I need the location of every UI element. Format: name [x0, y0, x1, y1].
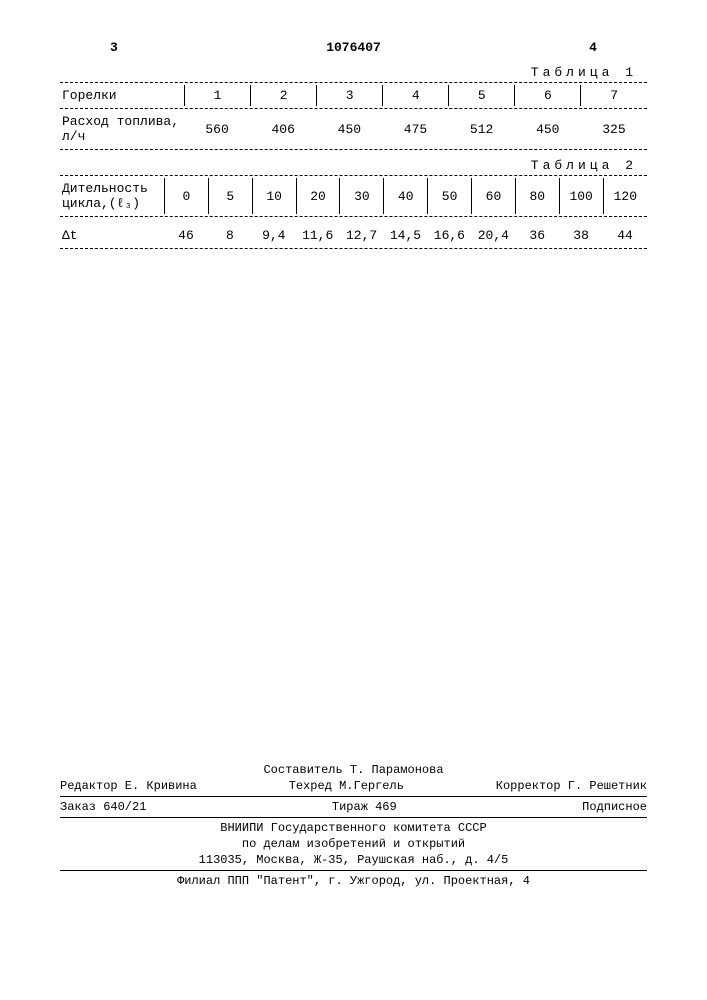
table2-col-8: 80	[515, 178, 559, 214]
table2-data: Δt 46 8 9,4 11,6 12,7 14,5 16,6 20,4 36 …	[60, 225, 647, 246]
table1-col-4: 4	[383, 85, 449, 106]
order-row: Заказ 640/21 Тираж 469 Подписное	[60, 800, 647, 814]
corrector-text: Корректор Г. Решетник	[496, 779, 647, 793]
table2-row-label: Дительность цикла,(ℓ₃)	[60, 178, 165, 214]
techred-text: Техред М.Гергель	[289, 779, 404, 793]
table1-val-1: 560	[184, 111, 250, 147]
table1-data: Расход топлива, л/ч 560 406 450 475 512 …	[60, 111, 647, 147]
table2-val-6: 16,6	[427, 225, 471, 246]
table1-data-label: Расход топлива, л/ч	[60, 111, 184, 147]
table1-row-label: Горелки	[60, 85, 185, 106]
table1-col-7: 7	[581, 85, 647, 106]
table2-col-0: 0	[165, 178, 209, 214]
table1-col-3: 3	[317, 85, 383, 106]
table2-col-1: 5	[208, 178, 252, 214]
table1-val-4: 475	[382, 111, 448, 147]
tirage-text: Тираж 469	[332, 800, 397, 814]
table1: Горелки 1 2 3 4 5 6 7	[60, 85, 647, 106]
org1-text: ВНИИПИ Государственного комитета СССР	[60, 821, 647, 835]
header-left-num: 3	[110, 40, 118, 55]
table1-val-7: 325	[581, 111, 647, 147]
table1-val-3: 450	[316, 111, 382, 147]
table2-col-6: 50	[428, 178, 472, 214]
colophon: Составитель Т. Парамонова Редактор Е. Кр…	[60, 761, 647, 890]
table2-title: Таблица 2	[60, 158, 647, 173]
table2-col-9: 100	[559, 178, 603, 214]
table1-data-row: Расход топлива, л/ч 560 406 450 475 512 …	[60, 111, 647, 147]
table1-title: Таблица 1	[60, 65, 647, 80]
page-header: 3 1076407 4	[60, 40, 647, 55]
table2: Дительность цикла,(ℓ₃) 0 5 10 20 30 40 5…	[60, 178, 647, 214]
table2-val-7: 20,4	[471, 225, 515, 246]
table2-data-label: Δt	[60, 225, 164, 246]
table2-val-9: 38	[559, 225, 603, 246]
table2-val-3: 11,6	[296, 225, 340, 246]
order-text: Заказ 640/21	[60, 800, 146, 814]
address1-text: 113035, Москва, Ж-35, Раушская наб., д. …	[60, 853, 647, 867]
table2-col-10: 120	[603, 178, 647, 214]
credits-row: Редактор Е. Кривина Техред М.Гергель Кор…	[60, 779, 647, 793]
table1-col-1: 1	[185, 85, 251, 106]
table2-val-5: 14,5	[384, 225, 428, 246]
table1-val-2: 406	[250, 111, 316, 147]
table2-col-5: 40	[384, 178, 428, 214]
table2-val-10: 44	[603, 225, 647, 246]
editor-text: Редактор Е. Кривина	[60, 779, 197, 793]
table1-col-5: 5	[449, 85, 515, 106]
branch-text: Филиал ППП "Патент", г. Ужгород, ул. Про…	[60, 874, 647, 888]
compiler-line: Составитель Т. Парамонова	[60, 763, 647, 777]
table2-val-1: 8	[208, 225, 252, 246]
org2-text: по делам изобретений и открытий	[60, 837, 647, 851]
table2-col-7: 60	[472, 178, 516, 214]
table2-val-0: 46	[164, 225, 208, 246]
table2-header-row: Дительность цикла,(ℓ₃) 0 5 10 20 30 40 5…	[60, 178, 647, 214]
table2-col-4: 30	[340, 178, 384, 214]
table2-col-2: 10	[252, 178, 296, 214]
table2-val-4: 12,7	[340, 225, 384, 246]
table1-val-5: 512	[449, 111, 515, 147]
table1-header-row: Горелки 1 2 3 4 5 6 7	[60, 85, 647, 106]
table1-col-6: 6	[515, 85, 581, 106]
header-right-num: 4	[589, 40, 597, 55]
table2-data-row: Δt 46 8 9,4 11,6 12,7 14,5 16,6 20,4 36 …	[60, 225, 647, 246]
header-doc-num: 1076407	[326, 40, 381, 55]
subscription-text: Подписное	[582, 800, 647, 814]
table2-val-2: 9,4	[252, 225, 296, 246]
table2-val-8: 36	[515, 225, 559, 246]
table1-val-6: 450	[515, 111, 581, 147]
table2-col-3: 20	[296, 178, 340, 214]
table1-col-2: 2	[251, 85, 317, 106]
